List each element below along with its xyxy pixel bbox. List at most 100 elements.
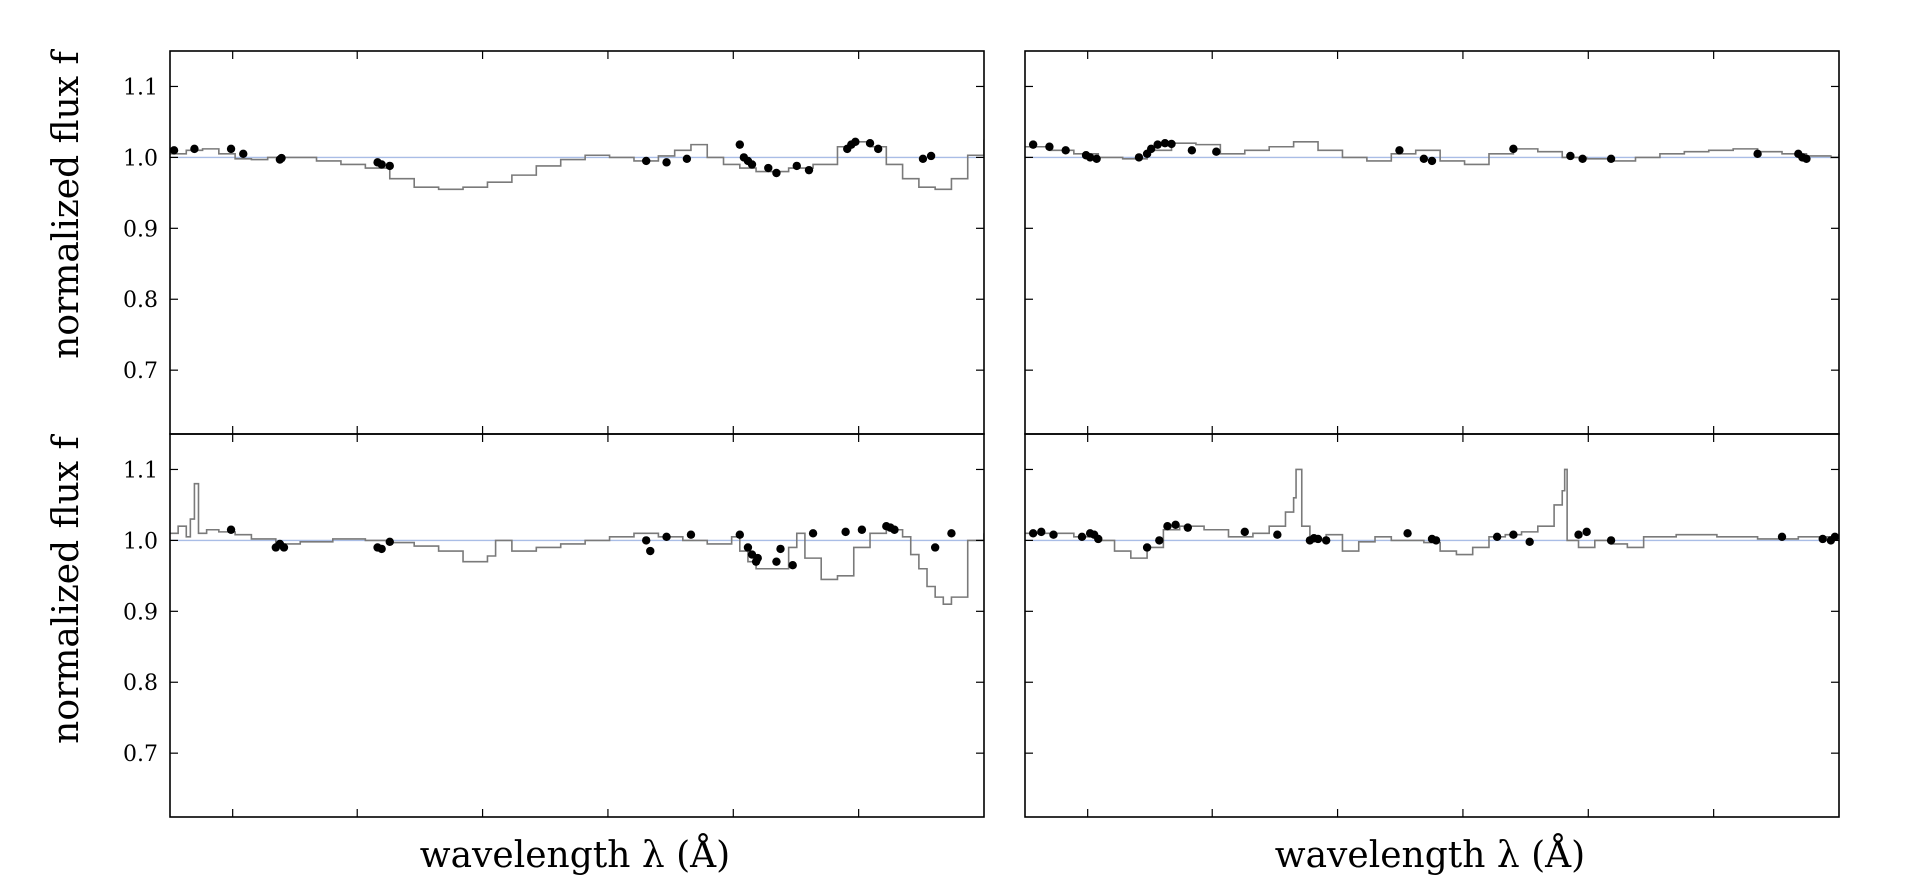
data-point bbox=[239, 149, 248, 159]
data-point bbox=[772, 168, 781, 178]
data-point bbox=[1028, 529, 1038, 538]
data-point bbox=[1142, 543, 1152, 552]
data-point bbox=[377, 160, 386, 169]
y-axis-label-bottom: normalized flux f bbox=[46, 433, 87, 743]
panel-top-left: 0.7 0.8 0.9 1.0 1.1 bbox=[123, 50, 985, 435]
data-point bbox=[930, 543, 940, 552]
data-point bbox=[1395, 146, 1404, 155]
data-point bbox=[385, 161, 394, 171]
data-point bbox=[662, 532, 671, 542]
data-point bbox=[1049, 530, 1058, 539]
y-tick-label: 1.1 bbox=[123, 75, 158, 100]
data-point bbox=[662, 158, 671, 167]
x-axis-label-right: wavelength λ (Å) bbox=[1275, 834, 1585, 876]
data-point bbox=[890, 525, 899, 534]
data-point bbox=[764, 163, 773, 173]
panel-bottom-right bbox=[1024, 433, 1840, 818]
data-point bbox=[743, 543, 753, 552]
data-point bbox=[1578, 154, 1587, 164]
data-point bbox=[1606, 154, 1616, 164]
data-point bbox=[792, 161, 801, 171]
data-point bbox=[918, 154, 928, 164]
data-point bbox=[753, 553, 762, 563]
data-point bbox=[808, 529, 818, 538]
data-point bbox=[735, 140, 744, 149]
axes-frame bbox=[1024, 433, 1840, 818]
data-point bbox=[735, 530, 744, 539]
data-point bbox=[1094, 534, 1103, 544]
data-point bbox=[686, 530, 696, 539]
data-point bbox=[1045, 142, 1054, 151]
data-point bbox=[1212, 147, 1221, 156]
x-axis-label-left: wavelength λ (Å) bbox=[420, 834, 730, 876]
data-point bbox=[641, 156, 651, 166]
data-point bbox=[851, 137, 860, 146]
data-point bbox=[641, 536, 651, 545]
data-point bbox=[865, 139, 875, 148]
data-point bbox=[277, 153, 286, 163]
data-point bbox=[377, 544, 386, 554]
data-point bbox=[1146, 144, 1156, 154]
data-point bbox=[1606, 536, 1616, 545]
data-point bbox=[226, 525, 236, 534]
data-point bbox=[1509, 144, 1518, 154]
data-point bbox=[841, 527, 850, 537]
y-tick-label: 1.1 bbox=[123, 458, 158, 483]
data-point bbox=[1313, 534, 1323, 544]
y-tick-label: 1.0 bbox=[123, 529, 158, 554]
data-point bbox=[279, 543, 289, 552]
data-point bbox=[804, 165, 814, 175]
data-point bbox=[947, 529, 956, 538]
data-point bbox=[1163, 522, 1172, 531]
spectrum-line bbox=[170, 482, 984, 606]
axes-frame bbox=[1024, 50, 1840, 435]
data-point bbox=[1427, 156, 1437, 166]
data-point bbox=[1830, 532, 1839, 542]
data-point bbox=[1582, 527, 1591, 537]
data-point bbox=[1240, 527, 1249, 537]
data-point bbox=[926, 151, 936, 161]
axes-frame bbox=[169, 50, 985, 435]
data-point bbox=[170, 146, 179, 155]
data-point bbox=[1160, 139, 1170, 148]
data-point bbox=[1273, 530, 1282, 539]
data-point bbox=[1492, 532, 1502, 542]
data-point bbox=[1155, 536, 1164, 545]
data-point bbox=[682, 154, 692, 164]
data-point bbox=[1134, 153, 1144, 162]
data-point bbox=[873, 144, 883, 154]
data-point bbox=[1187, 146, 1197, 155]
data-point bbox=[772, 557, 781, 566]
data-point bbox=[1574, 530, 1583, 539]
data-point bbox=[646, 546, 655, 556]
y-tick-label: 0.7 bbox=[123, 742, 158, 767]
spectrum-line bbox=[170, 139, 984, 191]
data-point bbox=[1037, 527, 1046, 537]
data-point bbox=[857, 525, 867, 534]
data-point bbox=[1509, 530, 1518, 539]
y-tick-label: 1.0 bbox=[123, 146, 158, 171]
data-point bbox=[1167, 139, 1176, 149]
data-point bbox=[747, 160, 757, 169]
y-axis-label-top: normalized flux f bbox=[46, 48, 87, 358]
data-point bbox=[385, 537, 394, 547]
data-point bbox=[1525, 537, 1534, 547]
data-point bbox=[1171, 520, 1180, 529]
data-point bbox=[226, 144, 236, 154]
data-point bbox=[1085, 153, 1095, 162]
data-point bbox=[1061, 146, 1070, 155]
data-point bbox=[776, 544, 785, 554]
data-point bbox=[1419, 154, 1429, 164]
y-tick-label: 0.8 bbox=[123, 288, 158, 313]
data-point bbox=[1183, 523, 1193, 532]
y-tick-label: 0.7 bbox=[123, 359, 158, 384]
y-tick-label: 0.8 bbox=[123, 671, 158, 696]
data-point bbox=[1753, 149, 1762, 159]
data-point bbox=[1092, 154, 1101, 164]
y-tick-label: 0.9 bbox=[123, 217, 158, 242]
panel-bottom-left: 0.7 0.8 0.9 1.0 1.1 bbox=[123, 433, 985, 818]
data-point bbox=[1403, 529, 1412, 538]
data-point bbox=[1777, 532, 1787, 542]
data-point bbox=[1818, 534, 1827, 544]
